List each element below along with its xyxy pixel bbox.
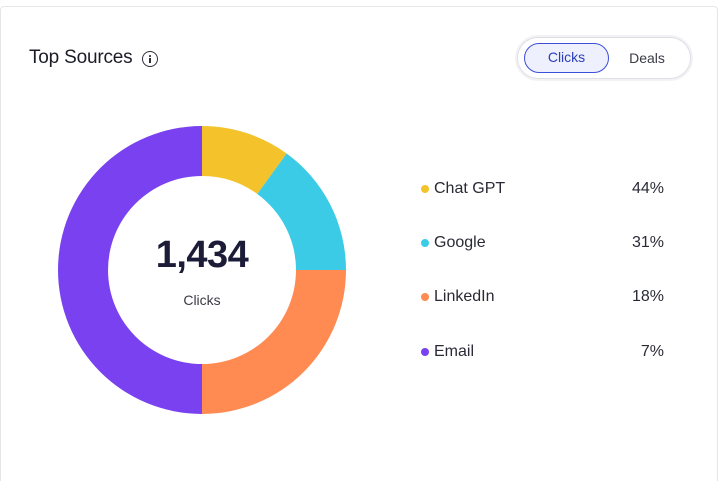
legend-value: 18% xyxy=(631,288,664,305)
info-icon[interactable] xyxy=(142,51,158,67)
legend-label: LinkedIn xyxy=(434,288,495,305)
legend-label: Email xyxy=(434,343,475,360)
clicks-toggle-button[interactable]: Clicks xyxy=(524,43,609,73)
donut-slice-linkedin[interactable] xyxy=(202,270,346,414)
donut-slice-email[interactable] xyxy=(58,126,202,414)
deals-toggle-button[interactable]: Deals xyxy=(629,50,665,66)
legend-dot xyxy=(421,293,429,301)
top-sources-card xyxy=(0,6,718,481)
legend-dot xyxy=(421,348,429,356)
legend-label: Google xyxy=(434,234,486,251)
legend-value: 7% xyxy=(640,343,664,360)
donut-slice-google[interactable] xyxy=(257,153,346,270)
legend-dot xyxy=(421,239,429,247)
legend-dot xyxy=(421,185,429,193)
legend-item-google: Google 31% xyxy=(421,231,664,255)
legend-label: Chat GPT xyxy=(434,180,506,197)
metric-toggle: Clicks Deals xyxy=(517,37,691,79)
total-clicks-value: 1,434 xyxy=(155,234,249,276)
card-title: Top Sources xyxy=(29,47,133,68)
legend-item-email: Email 7% xyxy=(421,340,664,364)
legend-value: 31% xyxy=(631,234,664,251)
donut-slice-chat-gpt[interactable] xyxy=(202,126,287,194)
total-clicks-label: Clicks xyxy=(183,292,221,308)
legend-value: 44% xyxy=(631,180,664,197)
legend-item-linkedin: LinkedIn 18% xyxy=(421,285,664,309)
legend-item-chat-gpt: Chat GPT 44% xyxy=(421,177,664,201)
